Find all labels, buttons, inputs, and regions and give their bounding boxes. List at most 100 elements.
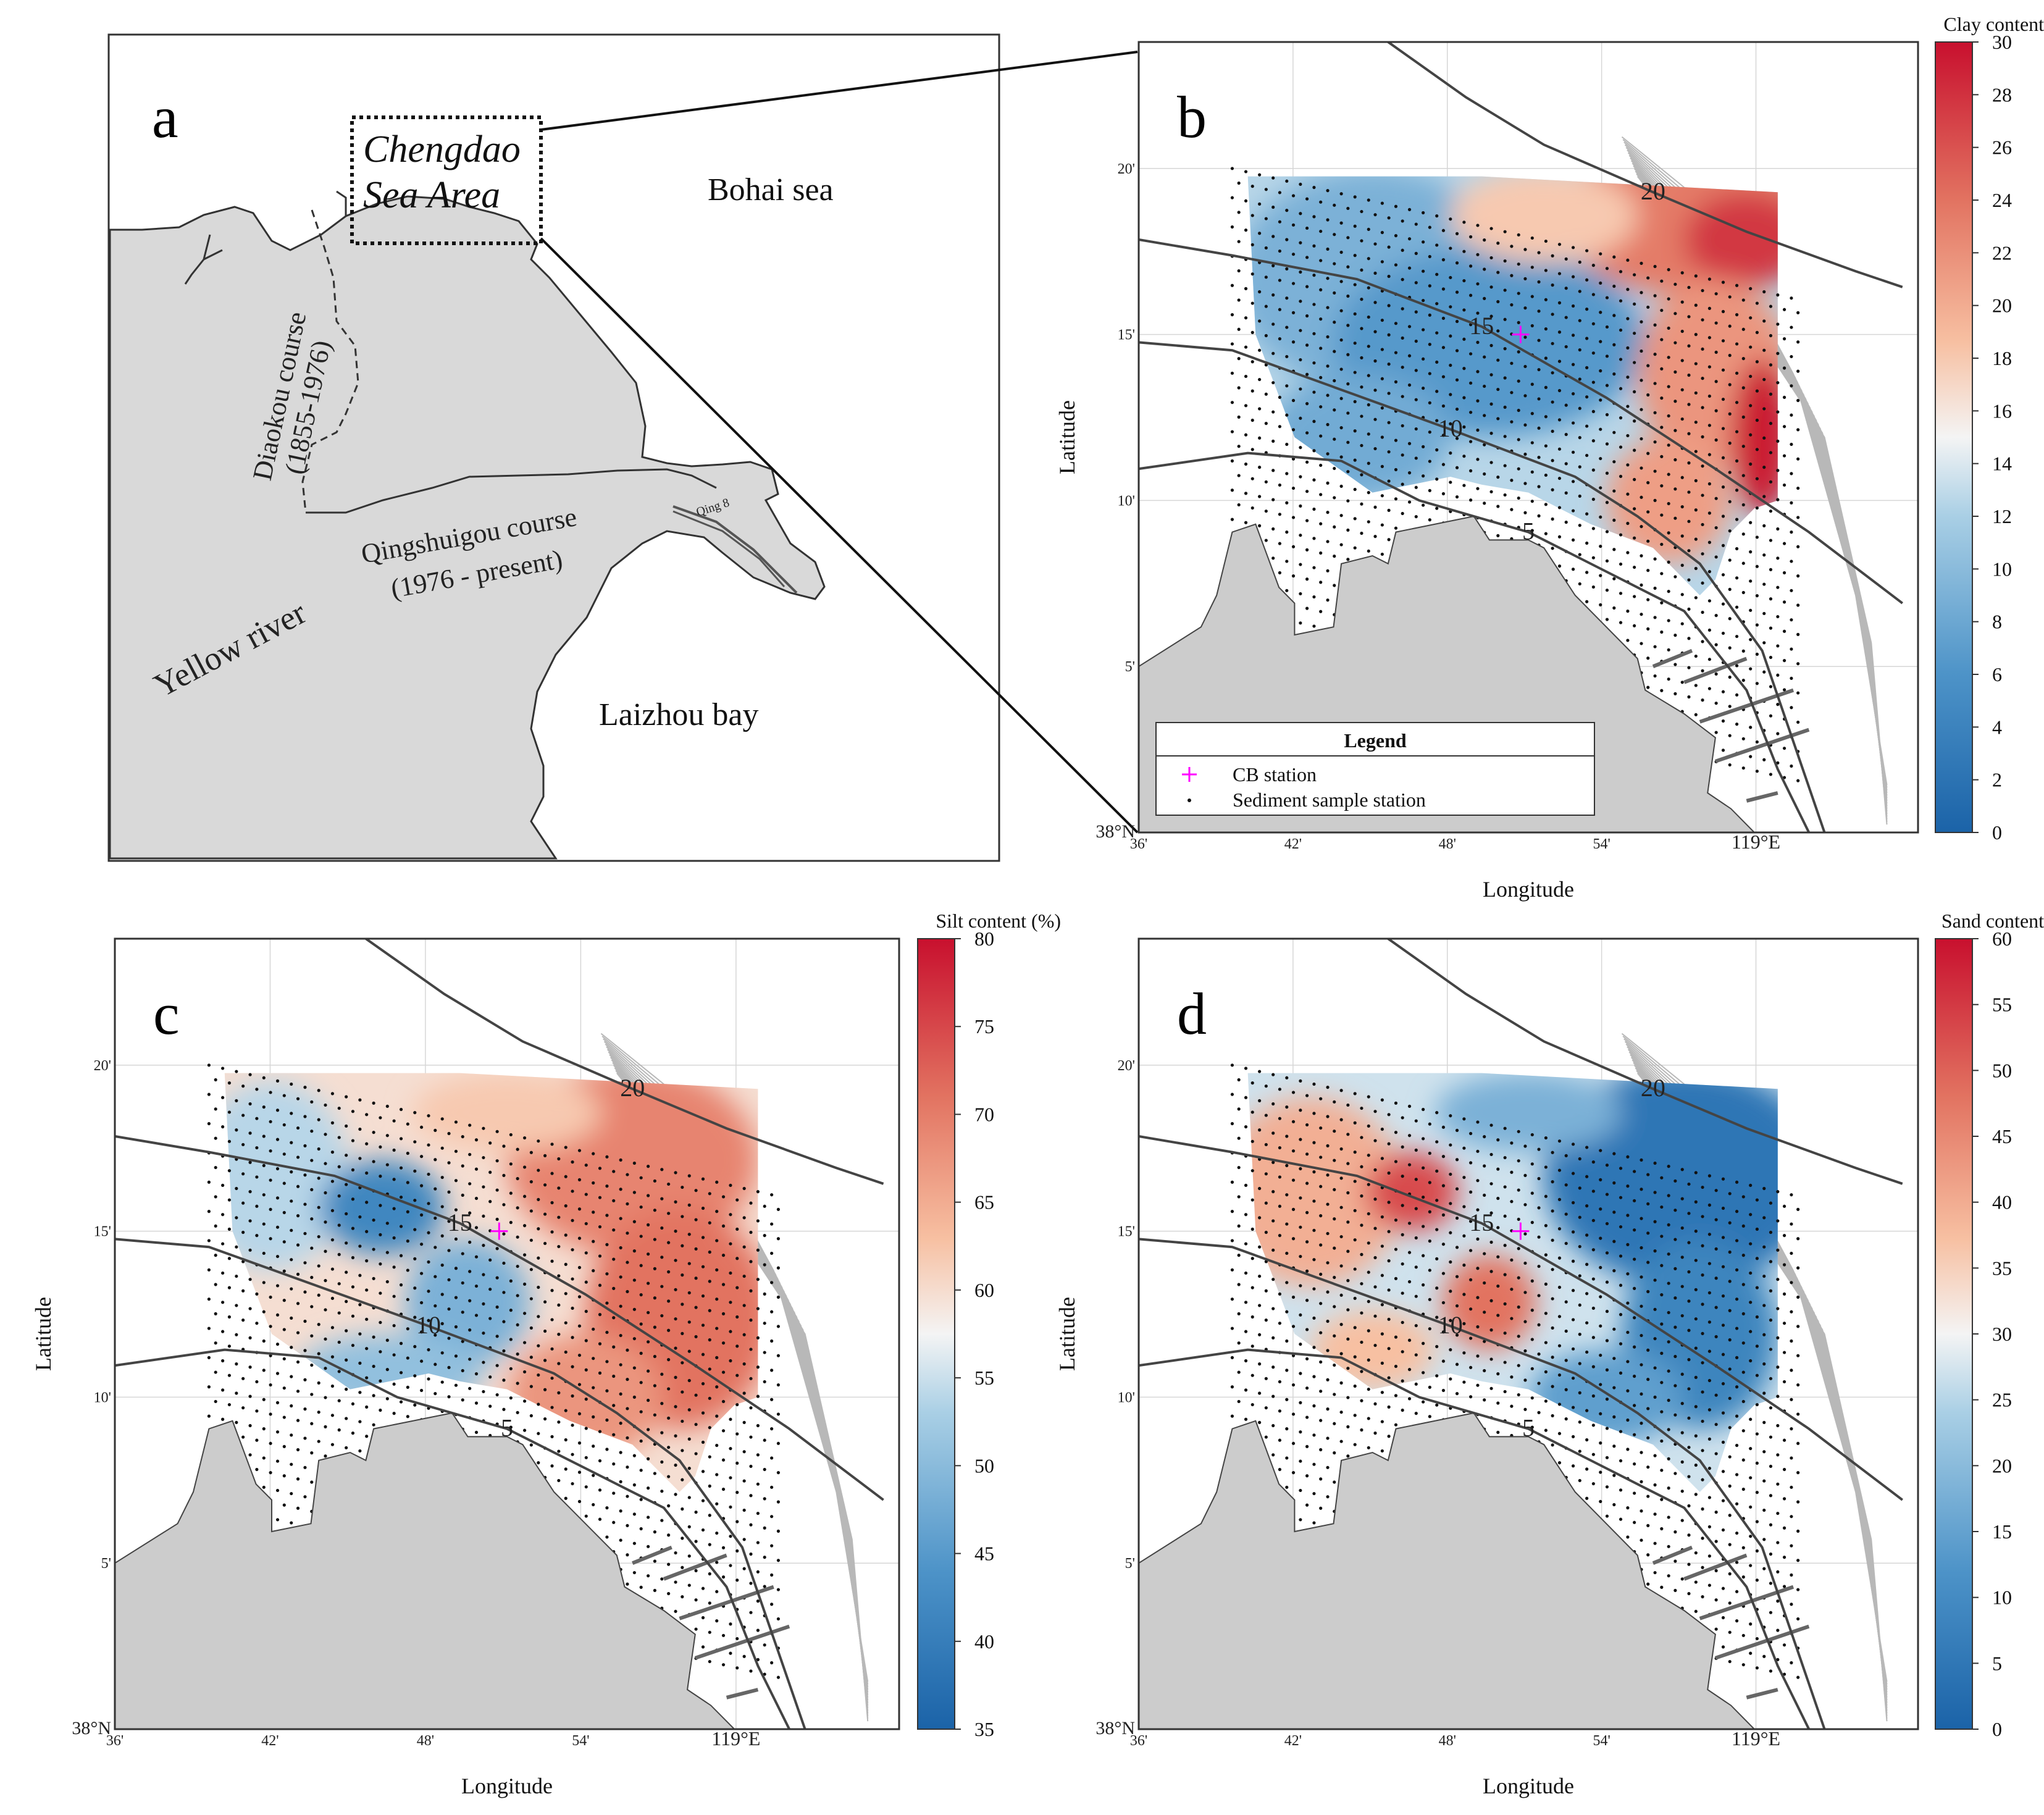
- sediment-sample-dot: [1605, 413, 1609, 417]
- sediment-sample-dot: [365, 1347, 369, 1351]
- sediment-sample-dot: [1626, 1535, 1630, 1539]
- sediment-sample-dot: [1469, 1161, 1473, 1165]
- sediment-sample-dot: [1796, 662, 1800, 666]
- sediment-sample-dot: [681, 1302, 684, 1306]
- sediment-sample-dot: [1591, 1365, 1595, 1369]
- sediment-sample-dot: [255, 1409, 259, 1413]
- sediment-sample-dot: [1749, 1213, 1753, 1217]
- sediment-sample-dot: [592, 1327, 595, 1331]
- sediment-sample-dot: [221, 1330, 225, 1333]
- sediment-sample-dot: [605, 1448, 609, 1451]
- sediment-sample-dot: [1728, 295, 1732, 299]
- sediment-sample-dot: [235, 1186, 238, 1191]
- sediment-sample-dot: [296, 1390, 300, 1393]
- sediment-sample-dot: [337, 1340, 341, 1344]
- sediment-sample-dot: [1414, 1236, 1418, 1240]
- sediment-sample-dot: [1407, 1222, 1412, 1225]
- sediment-sample-dot: [1591, 1218, 1595, 1222]
- sediment-sample-dot: [639, 1498, 643, 1501]
- sediment-sample-dot: [303, 1436, 307, 1440]
- sediment-sample-dot: [1333, 1275, 1336, 1280]
- sediment-sample-dot: [584, 1280, 588, 1284]
- sediment-sample-dot: [1462, 1351, 1466, 1355]
- sediment-sample-dot: [1735, 1531, 1739, 1535]
- sediment-sample-dot: [509, 1367, 513, 1370]
- sediment-sample-dot: [1660, 513, 1664, 517]
- sediment-sample-dot: [1407, 1368, 1412, 1372]
- sediment-sample-dot: [1237, 1254, 1241, 1257]
- sediment-sample-dot: [1564, 345, 1568, 349]
- sediment-sample-dot: [1646, 1173, 1650, 1176]
- sediment-sample-dot: [626, 1524, 629, 1527]
- sediment-sample-dot: [1462, 1234, 1466, 1238]
- sediment-sample-dot: [681, 1478, 684, 1482]
- sediment-sample-dot: [1571, 1377, 1575, 1380]
- colorbar-tick-label: 24: [1992, 189, 2012, 211]
- sediment-sample-dot: [1339, 543, 1343, 547]
- sediment-sample-dot: [1633, 565, 1636, 569]
- sediment-sample-dot: [372, 1364, 375, 1369]
- sediment-sample-dot: [1687, 1241, 1691, 1244]
- sediment-sample-dot: [1653, 586, 1657, 590]
- sediment-sample-dot: [1564, 257, 1568, 261]
- sediment-sample-dot: [1530, 1191, 1534, 1195]
- sediment-sample-dot: [1640, 1246, 1643, 1250]
- sediment-sample-dot: [1517, 1305, 1520, 1309]
- sediment-sample-dot: [1305, 1269, 1309, 1273]
- y-tick-label: 5': [1125, 1556, 1135, 1572]
- sediment-sample-dot: [1299, 329, 1302, 332]
- sediment-sample-dot: [619, 1451, 622, 1454]
- sediment-sample-dot: [1469, 1336, 1473, 1340]
- sediment-sample-dot: [776, 1529, 781, 1533]
- sediment-sample-dot: [557, 1391, 561, 1394]
- sediment-sample-dot: [419, 1213, 424, 1217]
- sediment-sample-dot: [1667, 677, 1670, 681]
- sediment-sample-dot: [1646, 364, 1650, 367]
- sediment-sample-dot: [1244, 170, 1248, 174]
- sediment-sample-dot: [694, 1422, 698, 1427]
- sediment-sample-dot: [1455, 1246, 1459, 1249]
- panel-letter-c: c: [153, 981, 180, 1047]
- sediment-sample-dot: [1660, 455, 1664, 458]
- sediment-sample-dot: [468, 1211, 472, 1215]
- sediment-sample-dot: [1667, 648, 1670, 652]
- sediment-sample-dot: [564, 1146, 568, 1149]
- sediment-sample-dot: [1626, 1389, 1630, 1393]
- sediment-sample-dot: [385, 1163, 389, 1167]
- sediment-sample-dot: [694, 1276, 698, 1280]
- sediment-sample-dot: [1291, 516, 1296, 519]
- sediment-sample-dot: [1790, 296, 1793, 300]
- sediment-sample-dot: [577, 1470, 582, 1474]
- sediment-sample-dot: [1749, 1476, 1753, 1480]
- sediment-sample-dot: [1707, 1437, 1712, 1441]
- sediment-sample-dot: [1523, 1144, 1527, 1148]
- sediment-sample-dot: [1673, 400, 1677, 403]
- sediment-sample-dot: [1755, 506, 1759, 510]
- sediment-sample-dot: [1299, 300, 1302, 303]
- sediment-sample-dot: [708, 1250, 711, 1254]
- sediment-sample-dot: [1483, 443, 1486, 446]
- sediment-sample-dot: [742, 1654, 746, 1658]
- sediment-sample-dot: [345, 1124, 348, 1128]
- sediment-sample-dot: [275, 1313, 280, 1317]
- sediment-sample-dot: [1762, 524, 1766, 527]
- sediment-sample-dot: [1551, 1443, 1554, 1447]
- sediment-sample-dot: [1489, 343, 1493, 348]
- sediment-sample-dot: [1291, 1325, 1296, 1328]
- sediment-sample-dot: [1353, 1355, 1357, 1359]
- sediment-sample-dot: [619, 1246, 622, 1250]
- sediment-sample-dot: [1782, 1351, 1786, 1354]
- sediment-sample-dot: [721, 1312, 726, 1315]
- sediment-sample-dot: [1544, 298, 1548, 301]
- sediment-sample-dot: [1605, 1280, 1609, 1284]
- sediment-sample-dot: [1422, 1225, 1425, 1228]
- colorbar-tick-label: 35: [974, 1718, 994, 1740]
- sediment-sample-dot: [1557, 301, 1562, 304]
- sediment-sample-dot: [1701, 464, 1704, 468]
- sediment-sample-dot: [770, 1251, 774, 1255]
- sediment-sample-dot: [1571, 1259, 1575, 1263]
- sediment-sample-dot: [1599, 1149, 1602, 1152]
- sediment-sample-dot: [1653, 1512, 1657, 1516]
- sediment-sample-dot: [1544, 327, 1548, 331]
- sediment-sample-dot: [1741, 1341, 1745, 1345]
